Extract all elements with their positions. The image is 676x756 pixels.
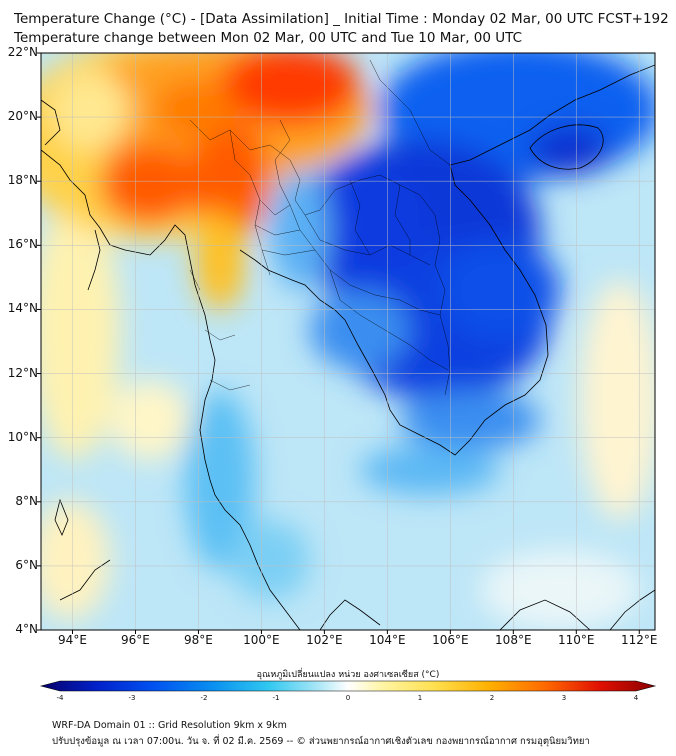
colorbar-tick-label: 4 bbox=[633, 694, 639, 702]
temperature-field bbox=[41, 53, 655, 630]
title-line-2: Temperature change between Mon 02 Mar, 0… bbox=[14, 30, 523, 46]
colorbar-tick-label: -2 bbox=[200, 694, 208, 702]
y-tick-label: 12°N bbox=[7, 365, 38, 380]
colorbar-tick-label: 2 bbox=[489, 694, 495, 702]
x-tick-label: 94°E bbox=[58, 633, 87, 647]
colorbar-title: อุณหภูมิเปลี่ยนแปลง หน่วย องศาเซลเซียส (… bbox=[256, 670, 440, 680]
axis-ticks bbox=[37, 52, 640, 634]
coastlines bbox=[41, 64, 655, 630]
colorbar-tick-label: -4 bbox=[56, 694, 64, 702]
x-tick-label: 98°E bbox=[183, 633, 213, 647]
colorbar-tick-label: 0 bbox=[345, 694, 351, 702]
x-tick-label: 100°E bbox=[243, 633, 280, 647]
x-tick-label: 102°E bbox=[306, 633, 343, 647]
colorbar bbox=[39, 680, 657, 692]
y-tick-label: 10°N bbox=[7, 429, 38, 444]
footer-line-1: WRF-DA Domain 01 :: Grid Resolution 9km … bbox=[52, 720, 287, 731]
y-tick-label: 20°N bbox=[7, 109, 38, 124]
footer-line-2: ปรับปรุงข้อมูล ณ เวลา 07:00น. วัน จ. ที่… bbox=[52, 736, 590, 747]
x-tick-label: 110°E bbox=[558, 633, 595, 647]
colorbar-tick-label: -3 bbox=[128, 694, 136, 702]
grid-lines bbox=[41, 52, 655, 631]
title-line-1: Temperature Change (°C) - [Data Assimila… bbox=[14, 11, 669, 27]
plot-frame bbox=[40, 52, 656, 631]
x-tick-label: 112°E bbox=[621, 633, 658, 647]
x-tick-label: 96°E bbox=[121, 633, 150, 647]
x-tick-label: 104°E bbox=[369, 633, 406, 647]
colorbar-tick-label: 1 bbox=[417, 694, 423, 702]
colorbar-tick-label: -1 bbox=[272, 694, 280, 702]
y-tick-label: 18°N bbox=[7, 173, 38, 188]
colorbar-tick-label: 3 bbox=[561, 694, 567, 702]
province-borders bbox=[189, 59, 451, 396]
y-tick-label: 4°N bbox=[15, 622, 38, 636]
x-tick-label: 108°E bbox=[495, 633, 532, 647]
y-tick-label: 22°N bbox=[7, 45, 38, 59]
x-tick-label: 106°E bbox=[432, 633, 469, 647]
y-tick-label: 6°N bbox=[15, 557, 38, 572]
y-tick-label: 16°N bbox=[7, 237, 38, 252]
y-tick-label: 8°N bbox=[15, 493, 38, 508]
y-tick-label: 14°N bbox=[7, 301, 38, 316]
